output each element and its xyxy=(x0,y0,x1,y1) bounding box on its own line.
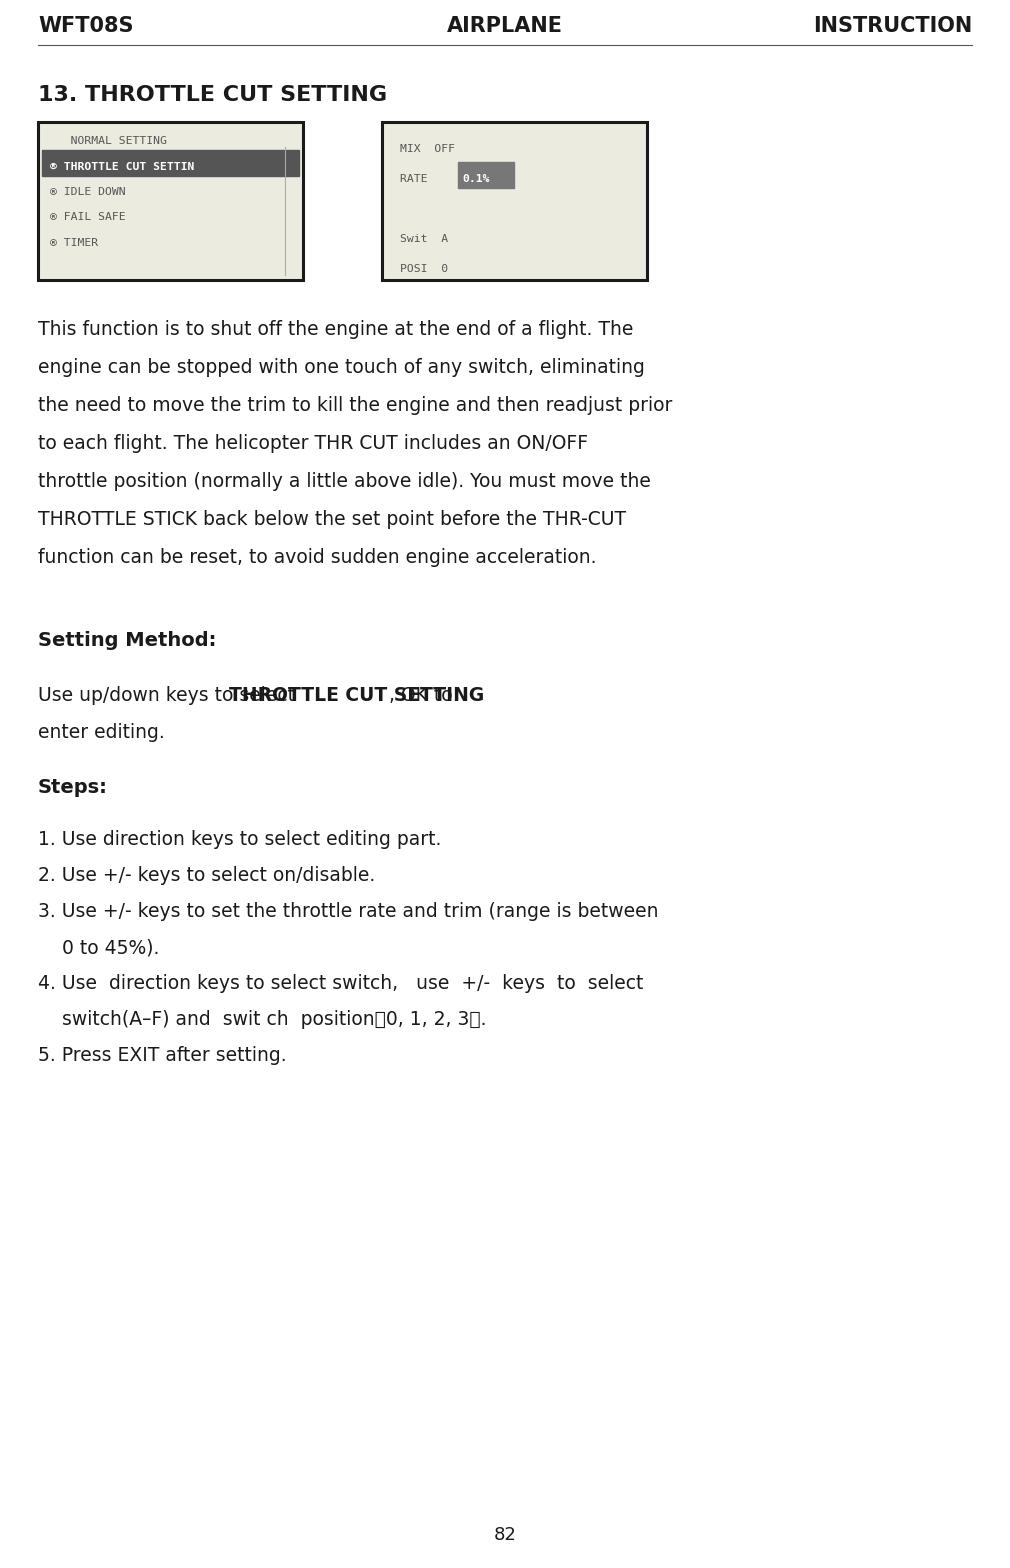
Text: 2. Use +/- keys to select on/disable.: 2. Use +/- keys to select on/disable. xyxy=(38,866,376,884)
Text: 13. THROTTLE CUT SETTING: 13. THROTTLE CUT SETTING xyxy=(38,85,387,105)
Text: engine can be stopped with one touch of any switch, eliminating: engine can be stopped with one touch of … xyxy=(38,358,644,376)
Text: enter editing.: enter editing. xyxy=(38,723,165,742)
Text: THROTTLE CUT SETTING: THROTTLE CUT SETTING xyxy=(228,687,484,706)
Text: 0 to 45%).: 0 to 45%). xyxy=(38,938,160,956)
Text: 3. Use +/- keys to set the throttle rate and trim (range is between: 3. Use +/- keys to set the throttle rate… xyxy=(38,902,659,920)
Text: 1. Use direction keys to select editing part.: 1. Use direction keys to select editing … xyxy=(38,829,441,848)
Text: Swit  A: Swit A xyxy=(400,234,448,245)
Text: THROTTLE STICK back below the set point before the THR-CUT: THROTTLE STICK back below the set point … xyxy=(38,510,626,528)
Text: ® FAIL SAFE: ® FAIL SAFE xyxy=(50,213,125,223)
Text: NORMAL SETTING: NORMAL SETTING xyxy=(50,136,167,146)
Text: MIX  OFF: MIX OFF xyxy=(400,144,454,154)
Bar xyxy=(38,122,303,281)
Text: This function is to shut off the engine at the end of a flight. The: This function is to shut off the engine … xyxy=(38,320,633,339)
Text: 4. Use  direction keys to select switch,   use  +/-  keys  to  select: 4. Use direction keys to select switch, … xyxy=(38,974,643,993)
Bar xyxy=(42,149,299,176)
Text: , OK to: , OK to xyxy=(389,687,452,706)
Text: Use up/down keys to select: Use up/down keys to select xyxy=(38,687,301,706)
Text: switch(A–F) and  swit ch  position（0, 1, 2, 3）.: switch(A–F) and swit ch position（0, 1, 2… xyxy=(38,1010,487,1029)
Text: RATE: RATE xyxy=(400,174,441,183)
Text: INSTRUCTION: INSTRUCTION xyxy=(813,16,972,36)
Text: ® IDLE DOWN: ® IDLE DOWN xyxy=(50,187,125,198)
Bar xyxy=(458,162,514,188)
Bar xyxy=(382,122,647,281)
Text: ® THROTTLE CUT SETTIN: ® THROTTLE CUT SETTIN xyxy=(50,162,194,171)
Text: POSI  0: POSI 0 xyxy=(400,263,448,274)
Text: Setting Method:: Setting Method: xyxy=(38,630,216,651)
Text: the need to move the trim to kill the engine and then readjust prior: the need to move the trim to kill the en… xyxy=(38,397,673,416)
Text: AIRPLANE: AIRPLANE xyxy=(447,16,563,36)
Text: throttle position (normally a little above idle). You must move the: throttle position (normally a little abo… xyxy=(38,472,650,491)
Text: WFT08S: WFT08S xyxy=(38,16,133,36)
Text: 0.1%: 0.1% xyxy=(462,174,490,183)
Text: to each flight. The helicopter THR CUT includes an ON/OFF: to each flight. The helicopter THR CUT i… xyxy=(38,434,588,453)
Text: Steps:: Steps: xyxy=(38,778,108,797)
Text: 5. Press EXIT after setting.: 5. Press EXIT after setting. xyxy=(38,1046,287,1065)
Text: ® TIMER: ® TIMER xyxy=(50,238,98,248)
Text: function can be reset, to avoid sudden engine acceleration.: function can be reset, to avoid sudden e… xyxy=(38,547,597,568)
Text: 82: 82 xyxy=(494,1526,516,1544)
